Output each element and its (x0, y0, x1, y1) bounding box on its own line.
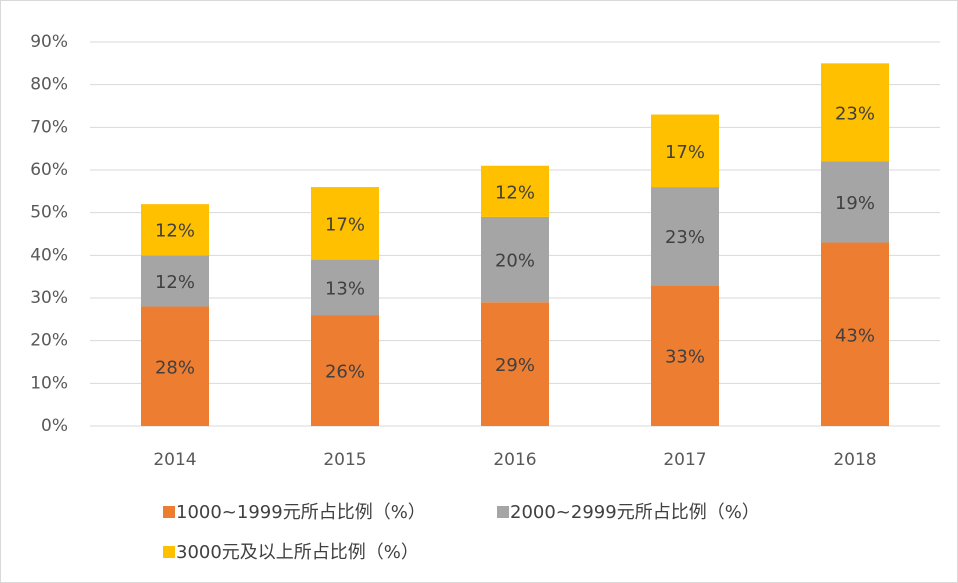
y-tick-label: 60% (30, 160, 68, 180)
bar-segment (311, 259, 379, 316)
data-label: 33% (665, 347, 705, 368)
bar-segment (651, 285, 719, 426)
data-label: 17% (325, 214, 365, 235)
y-tick-label: 20% (30, 331, 68, 351)
bar-segment (141, 306, 209, 426)
data-label: 28% (155, 357, 195, 378)
x-tick-label: 2017 (663, 450, 706, 470)
bar-segment (481, 302, 549, 426)
bar-segment (821, 161, 889, 243)
legend-label: 1000~1999元所占比例（%） (176, 502, 426, 523)
x-tick-label: 2018 (833, 450, 876, 470)
data-label: 17% (665, 142, 705, 163)
y-tick-label: 50% (30, 203, 68, 223)
bar-segment (141, 204, 209, 256)
data-label: 26% (325, 362, 365, 383)
bar-segment (821, 242, 889, 426)
y-tick-label: 40% (30, 245, 68, 265)
bar-segment (821, 63, 889, 162)
legend-swatch (163, 506, 175, 518)
y-tick-label: 70% (30, 117, 68, 137)
y-tick-label: 30% (30, 288, 68, 308)
data-label: 43% (835, 325, 875, 346)
data-label: 20% (495, 251, 535, 272)
data-label: 29% (495, 355, 535, 376)
x-tick-label: 2016 (493, 450, 536, 470)
data-label: 12% (155, 221, 195, 242)
bar-segment (481, 165, 549, 217)
bar-segment (141, 255, 209, 307)
legend-label: 2000~2999元所占比例（%） (510, 502, 760, 523)
bar-segment (651, 187, 719, 286)
y-tick-label: 10% (30, 373, 68, 393)
data-label: 12% (155, 272, 195, 293)
data-label: 23% (835, 103, 875, 124)
data-label: 13% (325, 278, 365, 299)
bar-segment (651, 114, 719, 188)
data-label: 12% (495, 182, 535, 203)
legend-label: 3000元及以上所占比例（%） (176, 542, 419, 563)
legend-swatch (163, 546, 175, 558)
x-tick-label: 2014 (153, 450, 196, 470)
bar-segment (311, 187, 379, 260)
legend-swatch (497, 506, 509, 518)
y-tick-label: 80% (30, 75, 68, 95)
data-label: 19% (835, 193, 875, 214)
y-tick-label: 0% (41, 416, 68, 436)
data-label: 23% (665, 227, 705, 248)
x-tick-label: 2015 (323, 450, 366, 470)
bar-segment (481, 216, 549, 303)
bar-segment (311, 315, 379, 426)
y-tick-label: 90% (30, 32, 68, 52)
